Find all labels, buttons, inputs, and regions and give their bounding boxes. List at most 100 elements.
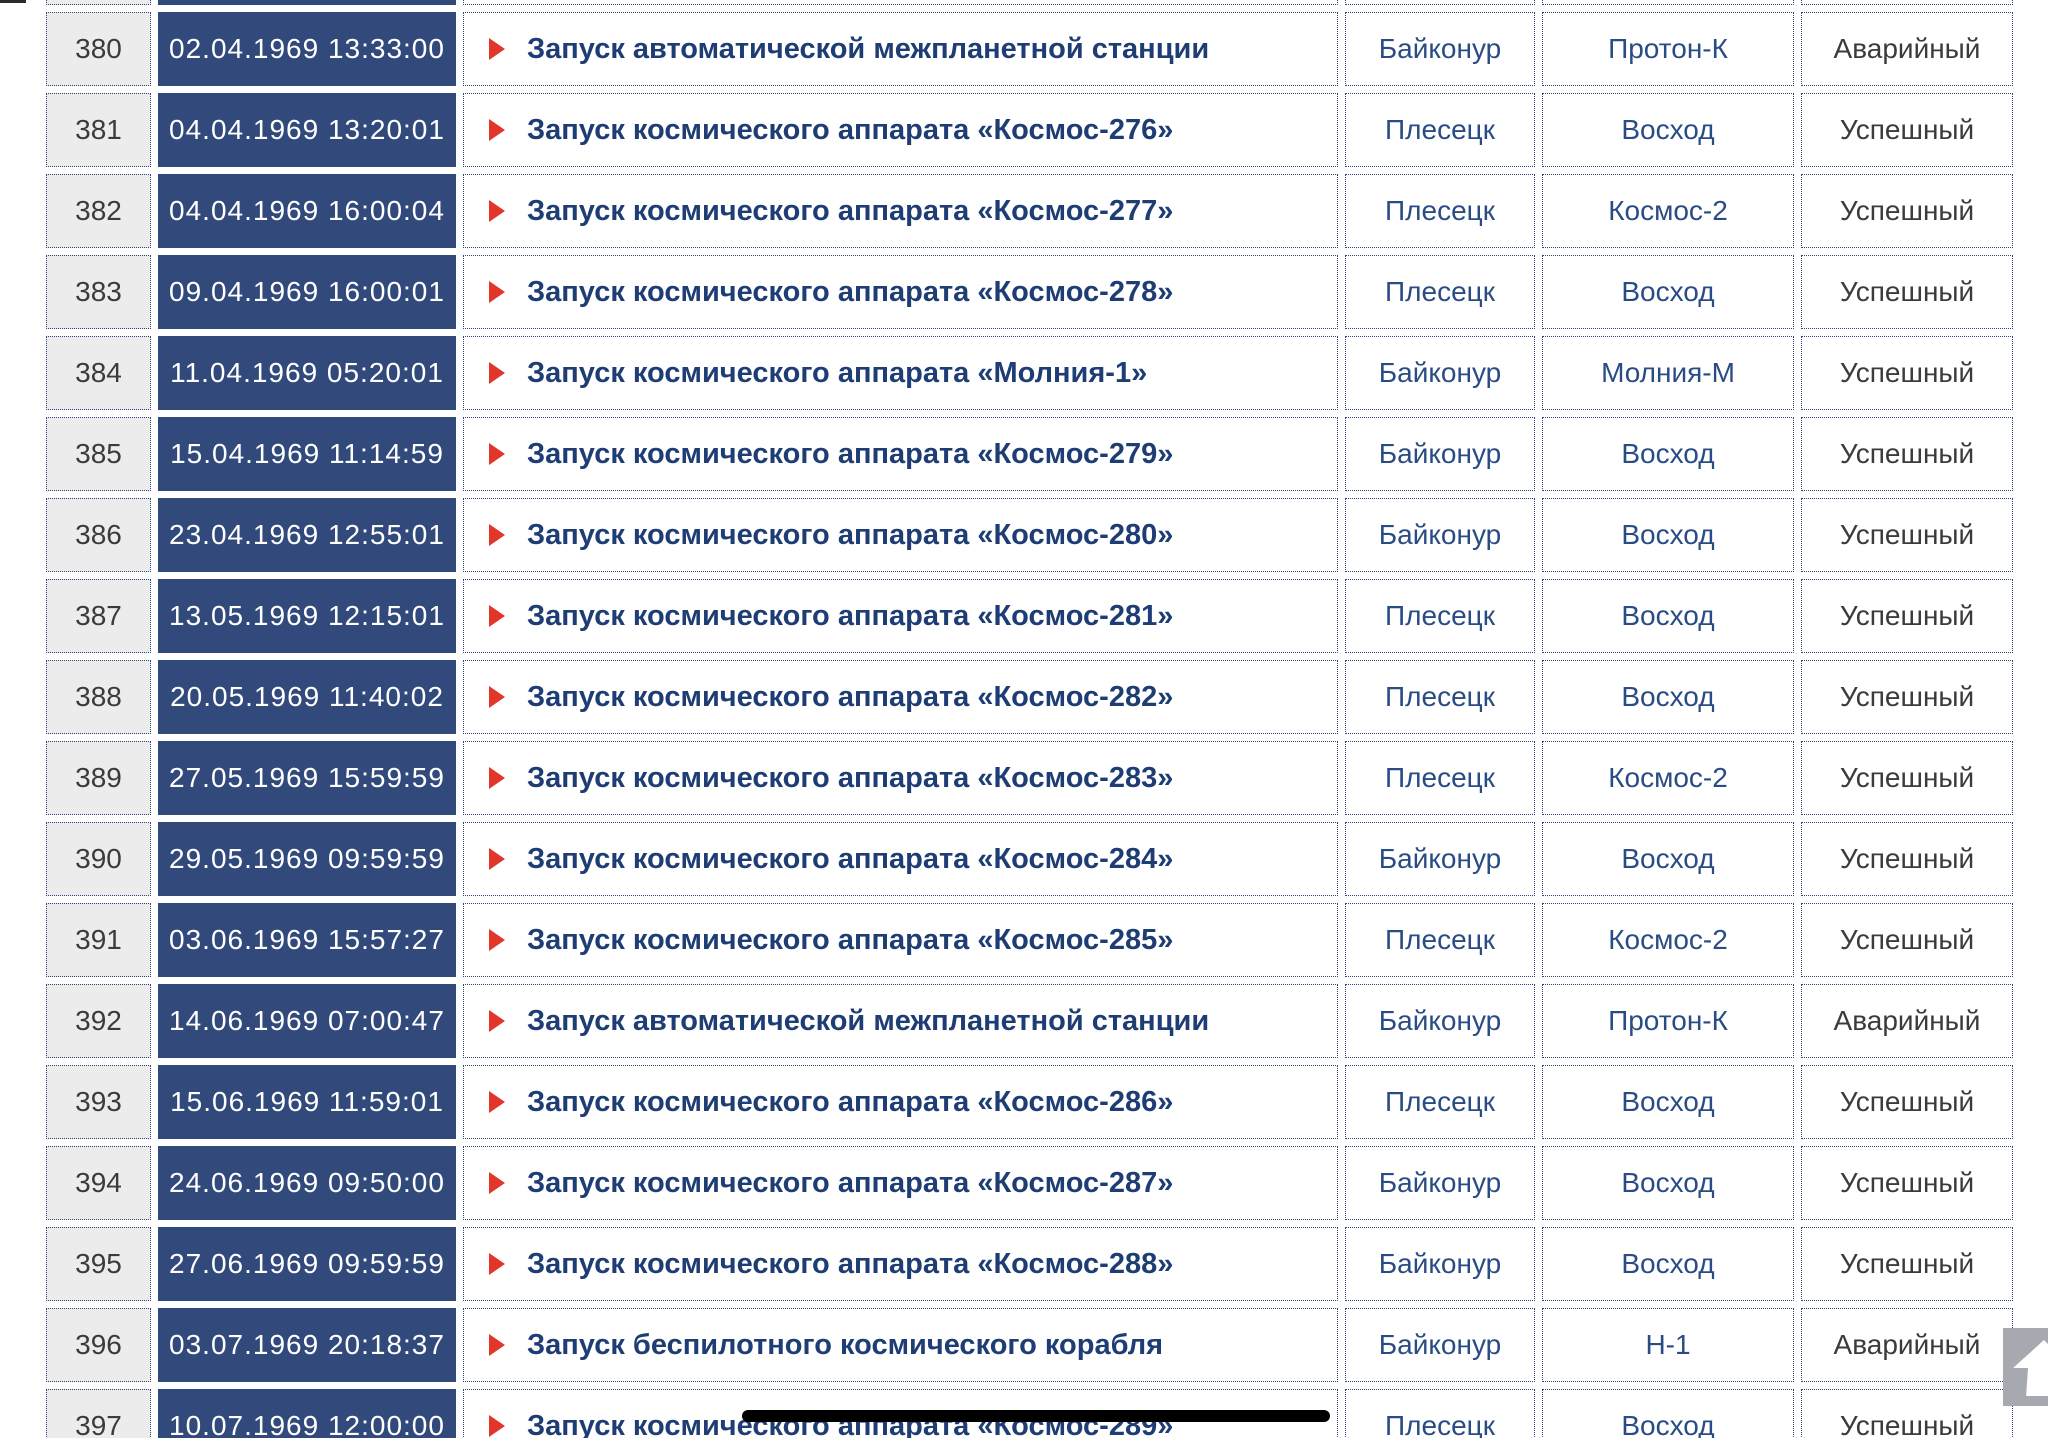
launch-description-link[interactable]: Запуск космического аппарата «Космос-280…	[527, 518, 1174, 551]
status-cell: Успешный	[1801, 1065, 2013, 1139]
launch-description-link[interactable]: Запуск космического аппарата «Космос-276…	[527, 113, 1174, 146]
launch-site-cell: Байконур	[1345, 1146, 1535, 1220]
row-number-cell: 396	[46, 1308, 151, 1382]
table-row: 393 15.06.1969 11:59:01 Запуск космическ…	[46, 1065, 2013, 1139]
row-number-cell: 385	[46, 417, 151, 491]
row-number-cell	[46, 0, 151, 5]
page-edge-fragment	[0, 0, 26, 3]
description-cell: Запуск космического аппарата «Космос-281…	[463, 579, 1338, 653]
red-triangle-icon	[489, 200, 505, 222]
datetime-cell: 15.04.1969 11:14:59	[158, 417, 456, 491]
launch-description-link[interactable]: Запуск космического аппарата «Космос-277…	[527, 194, 1174, 227]
rocket-cell: Восход	[1542, 417, 1794, 491]
description-cell: Запуск космического аппарата «Космос-278…	[463, 255, 1338, 329]
rocket-cell: Восход	[1542, 1227, 1794, 1301]
description-cell: Запуск космического аппарата «Космос-288…	[463, 1227, 1338, 1301]
launch-site-cell: Байконур	[1345, 984, 1535, 1058]
status-cell: Аварийный	[1801, 984, 2013, 1058]
rocket-cell: Восход	[1542, 255, 1794, 329]
table-row: 389 27.05.1969 15:59:59 Запуск космическ…	[46, 741, 2013, 815]
table-row: 381 04.04.1969 13:20:01 Запуск космическ…	[46, 93, 2013, 167]
table-row-cutoff	[46, 0, 2013, 5]
launch-site-cell: Плесецк	[1345, 255, 1535, 329]
datetime-cell: 27.05.1969 15:59:59	[158, 741, 456, 815]
row-number-cell: 387	[46, 579, 151, 653]
launch-description-link[interactable]: Запуск космического аппарата «Космос-281…	[527, 599, 1174, 632]
table-row: 385 15.04.1969 11:14:59 Запуск космическ…	[46, 417, 2013, 491]
description-cell: Запуск автоматической межпланетной станц…	[463, 984, 1338, 1058]
table-row: 383 09.04.1969 16:00:01 Запуск космическ…	[46, 255, 2013, 329]
description-wrap: Запуск космического аппарата «Космос-284…	[465, 843, 1336, 876]
red-triangle-icon	[489, 281, 505, 303]
description-cell: Запуск космического аппарата «Космос-282…	[463, 660, 1338, 734]
table-row: 384 11.04.1969 05:20:01 Запуск космическ…	[46, 336, 2013, 410]
table-row: 380 02.04.1969 13:33:00 Запуск автоматич…	[46, 12, 2013, 86]
row-number-cell: 383	[46, 255, 151, 329]
red-triangle-icon	[489, 1253, 505, 1275]
description-wrap: Запуск космического аппарата «Космос-288…	[465, 1248, 1336, 1281]
scroll-to-top-button[interactable]	[2003, 1328, 2048, 1406]
description-cell: Запуск космического аппарата «Космос-280…	[463, 498, 1338, 572]
launch-site-cell: Байконур	[1345, 1227, 1535, 1301]
rocket-cell: Восход	[1542, 1065, 1794, 1139]
row-number-cell: 390	[46, 822, 151, 896]
status-cell: Успешный	[1801, 903, 2013, 977]
description-cell: Запуск космического аппарата «Молния-1»	[463, 336, 1338, 410]
red-triangle-icon	[489, 524, 505, 546]
launch-site-cell: Байконур	[1345, 1308, 1535, 1382]
description-wrap: Запуск космического аппарата «Космос-277…	[465, 195, 1336, 228]
datetime-cell: 24.06.1969 09:50:00	[158, 1146, 456, 1220]
description-cell: Запуск космического аппарата «Космос-283…	[463, 741, 1338, 815]
datetime-cell: 03.06.1969 15:57:27	[158, 903, 456, 977]
description-wrap: Запуск космического аппарата «Космос-281…	[465, 600, 1336, 633]
launch-description-link[interactable]: Запуск космического аппарата «Космос-286…	[527, 1085, 1174, 1118]
datetime-cell: 29.05.1969 09:59:59	[158, 822, 456, 896]
launch-site-cell: Плесецк	[1345, 1065, 1535, 1139]
status-cell: Успешный	[1801, 336, 2013, 410]
rocket-cell: Восход	[1542, 1389, 1794, 1438]
datetime-cell: 02.04.1969 13:33:00	[158, 12, 456, 86]
launch-description-link[interactable]: Запуск космического аппарата «Космос-288…	[527, 1247, 1174, 1280]
launch-description-link[interactable]: Запуск космического аппарата «Космос-283…	[527, 761, 1174, 794]
rocket-cell: Н-1	[1542, 1308, 1794, 1382]
description-cell: Запуск космического аппарата «Космос-279…	[463, 417, 1338, 491]
table-row: 396 03.07.1969 20:18:37 Запуск беспилотн…	[46, 1308, 2013, 1382]
description-cell: Запуск автоматической межпланетной станц…	[463, 12, 1338, 86]
launch-description-link[interactable]: Запуск космического аппарата «Космос-282…	[527, 680, 1174, 713]
table-row: 386 23.04.1969 12:55:01 Запуск космическ…	[46, 498, 2013, 572]
rocket-cell: Молния-М	[1542, 336, 1794, 410]
red-triangle-icon	[489, 443, 505, 465]
launch-site-cell: Байконур	[1345, 336, 1535, 410]
datetime-cell: 03.07.1969 20:18:37	[158, 1308, 456, 1382]
launch-site-cell: Плесецк	[1345, 579, 1535, 653]
launch-description-link[interactable]: Запуск космического аппарата «Космос-279…	[527, 437, 1174, 470]
launch-description-link[interactable]: Запуск автоматической межпланетной станц…	[527, 1004, 1210, 1037]
red-triangle-icon	[489, 929, 505, 951]
launch-description-link[interactable]: Запуск космического аппарата «Космос-287…	[527, 1166, 1174, 1199]
launch-description-link[interactable]: Запуск космического аппарата «Космос-284…	[527, 842, 1174, 875]
datetime-cell: 04.04.1969 16:00:04	[158, 174, 456, 248]
rocket-cell: Протон-К	[1542, 12, 1794, 86]
description-cell	[463, 0, 1338, 5]
launch-description-link[interactable]: Запуск автоматической межпланетной станц…	[527, 32, 1210, 65]
description-wrap: Запуск космического аппарата «Космос-280…	[465, 519, 1336, 552]
row-number-cell: 394	[46, 1146, 151, 1220]
status-cell: Успешный	[1801, 1146, 2013, 1220]
launch-description-link[interactable]: Запуск беспилотного космического корабля	[527, 1328, 1164, 1361]
table-row: 387 13.05.1969 12:15:01 Запуск космическ…	[46, 579, 2013, 653]
datetime-cell: 15.06.1969 11:59:01	[158, 1065, 456, 1139]
datetime-cell: 14.06.1969 07:00:47	[158, 984, 456, 1058]
red-triangle-icon	[489, 605, 505, 627]
launch-description-link[interactable]: Запуск космического аппарата «Молния-1»	[527, 356, 1148, 389]
datetime-cell: 27.06.1969 09:59:59	[158, 1227, 456, 1301]
red-triangle-icon	[489, 686, 505, 708]
description-cell: Запуск космического аппарата «Космос-285…	[463, 903, 1338, 977]
launch-site-cell	[1345, 0, 1535, 5]
datetime-cell	[158, 0, 456, 5]
launch-description-link[interactable]: Запуск космического аппарата «Космос-285…	[527, 923, 1174, 956]
rocket-cell	[1542, 0, 1794, 5]
launch-description-link[interactable]: Запуск космического аппарата «Космос-278…	[527, 275, 1174, 308]
status-cell	[1801, 0, 2013, 5]
